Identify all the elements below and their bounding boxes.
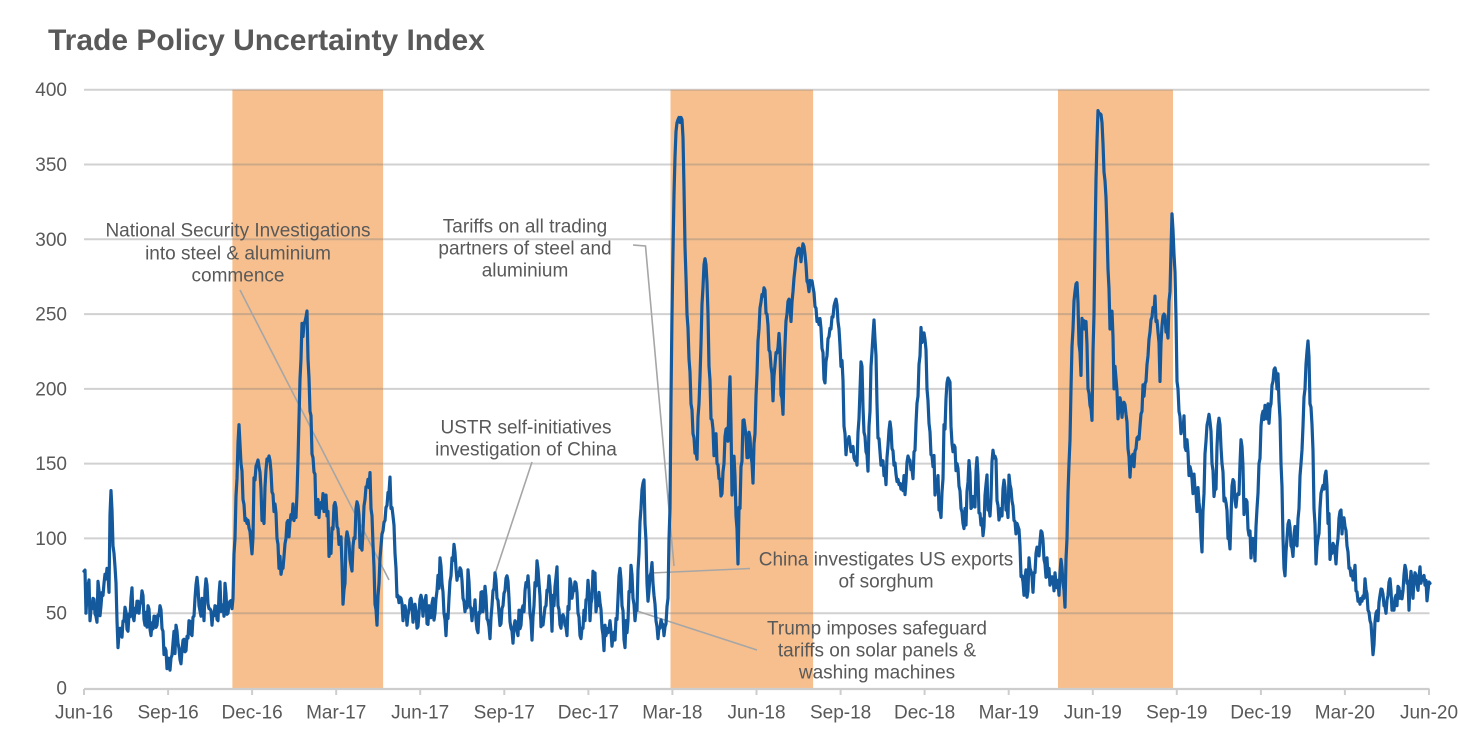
svg-text:200: 200 bbox=[35, 379, 67, 400]
svg-text:50: 50 bbox=[46, 604, 67, 625]
svg-text:300: 300 bbox=[35, 230, 67, 251]
svg-text:Mar-18: Mar-18 bbox=[642, 703, 702, 724]
svg-text:Sep-18: Sep-18 bbox=[810, 703, 871, 724]
svg-text:Tariffs on all trading: Tariffs on all trading bbox=[443, 217, 607, 238]
svg-text:into steel & aluminium: into steel & aluminium bbox=[145, 244, 331, 265]
svg-text:Jun-18: Jun-18 bbox=[727, 703, 785, 724]
svg-text:Sep-16: Sep-16 bbox=[137, 703, 198, 724]
svg-text:100: 100 bbox=[35, 529, 67, 550]
svg-text:partners of steel and: partners of steel and bbox=[438, 239, 611, 260]
svg-text:investigation of China: investigation of China bbox=[435, 440, 617, 461]
svg-text:Mar-20: Mar-20 bbox=[1315, 703, 1375, 724]
svg-text:400: 400 bbox=[35, 80, 67, 101]
svg-text:tariffs on solar panels &: tariffs on solar panels & bbox=[778, 641, 977, 662]
svg-text:USTR self-initiatives: USTR self-initiatives bbox=[440, 418, 611, 439]
svg-text:of sorghum: of sorghum bbox=[838, 572, 933, 593]
svg-text:Mar-19: Mar-19 bbox=[979, 703, 1039, 724]
svg-text:Dec-19: Dec-19 bbox=[1230, 703, 1291, 724]
svg-text:Mar-17: Mar-17 bbox=[306, 703, 366, 724]
svg-text:Sep-17: Sep-17 bbox=[474, 703, 535, 724]
svg-text:commence: commence bbox=[192, 266, 285, 287]
svg-text:Dec-17: Dec-17 bbox=[558, 703, 619, 724]
svg-text:250: 250 bbox=[35, 305, 67, 326]
svg-text:China investigates US exports: China investigates US exports bbox=[759, 550, 1014, 571]
svg-text:Jun-19: Jun-19 bbox=[1064, 703, 1122, 724]
svg-text:washing machines: washing machines bbox=[798, 663, 955, 684]
svg-text:National Security Investigatio: National Security Investigations bbox=[105, 221, 370, 242]
svg-text:Dec-16: Dec-16 bbox=[221, 703, 282, 724]
svg-text:Jun-16: Jun-16 bbox=[55, 703, 113, 724]
svg-text:150: 150 bbox=[35, 454, 67, 475]
svg-text:0: 0 bbox=[56, 679, 67, 700]
svg-text:Jun-17: Jun-17 bbox=[391, 703, 449, 724]
svg-text:aluminium: aluminium bbox=[482, 261, 569, 282]
svg-text:Trump imposes safeguard: Trump imposes safeguard bbox=[767, 619, 987, 640]
svg-text:350: 350 bbox=[35, 155, 67, 176]
svg-text:Jun-20: Jun-20 bbox=[1400, 703, 1458, 724]
svg-text:Trade Policy Uncertainty Index: Trade Policy Uncertainty Index bbox=[48, 24, 485, 57]
svg-text:Dec-18: Dec-18 bbox=[894, 703, 955, 724]
svg-text:Sep-19: Sep-19 bbox=[1146, 703, 1207, 724]
